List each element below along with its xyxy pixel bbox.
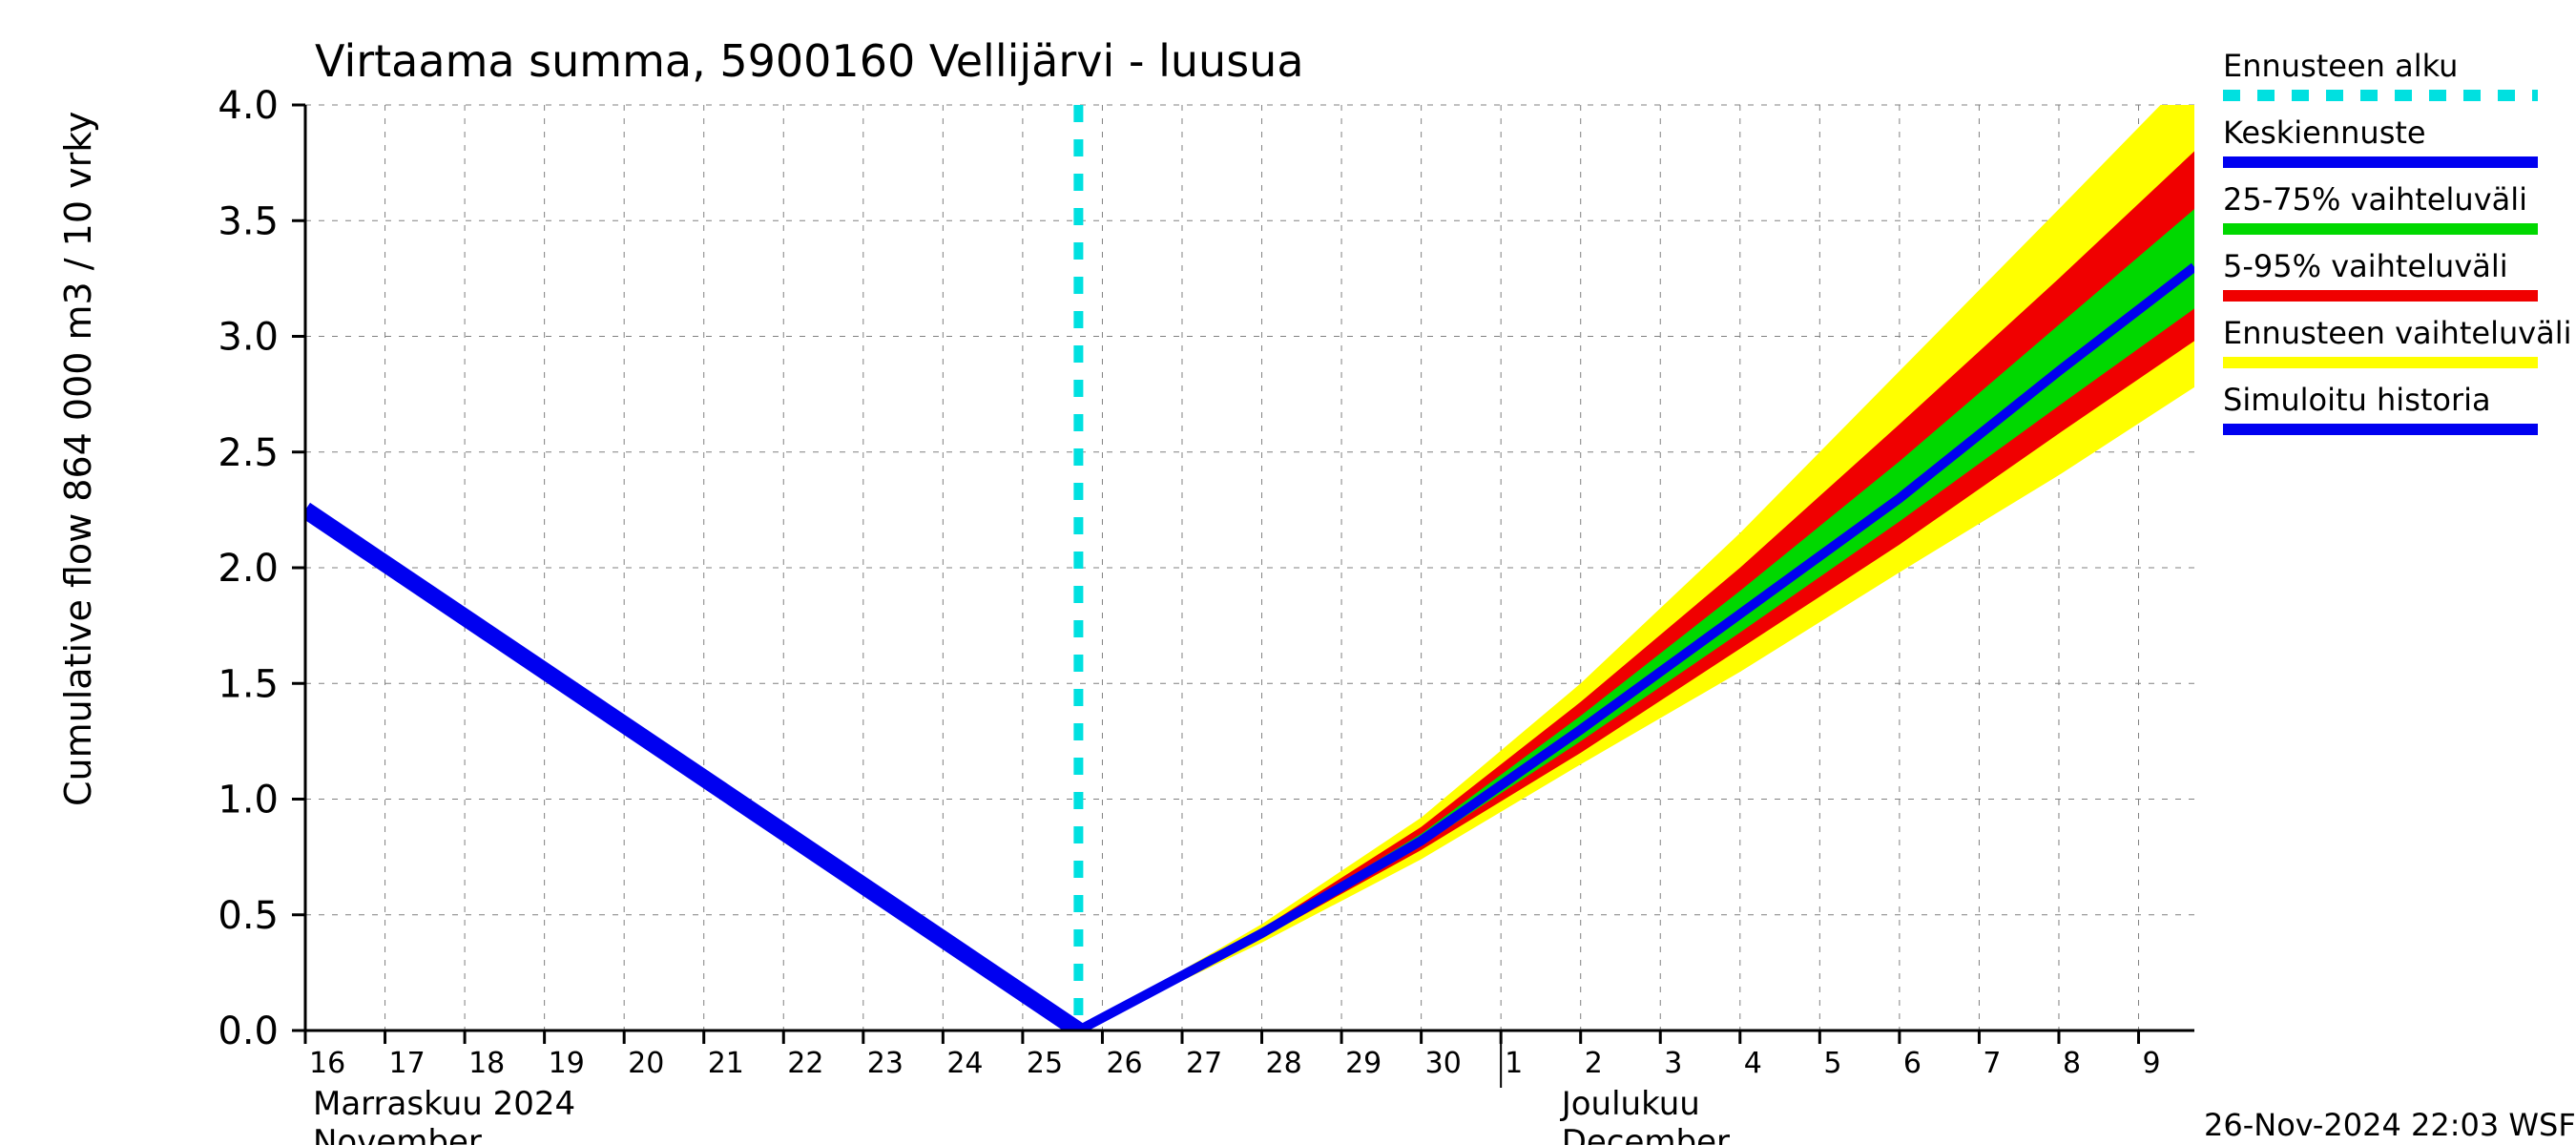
month-label-dec-en: December: [1562, 1123, 1730, 1145]
x-tick-label: 29: [1345, 1047, 1381, 1080]
x-tick-label: 25: [1027, 1047, 1063, 1080]
x-tick-label: 30: [1425, 1047, 1462, 1080]
y-tick-label: 4.0: [218, 84, 279, 128]
x-tick-label: 20: [628, 1047, 664, 1080]
chart-container: 0.00.51.01.52.02.53.03.54.01617181920212…: [0, 0, 2576, 1145]
legend-label: Ennusteen alku: [2223, 48, 2458, 84]
x-tick-label: 5: [1823, 1047, 1841, 1080]
x-tick-label: 8: [2063, 1047, 2081, 1080]
y-tick-label: 3.5: [218, 199, 279, 243]
legend-label: 5-95% vaihteluväli: [2223, 248, 2508, 284]
month-label-nov-fi: Marraskuu 2024: [313, 1085, 575, 1123]
y-tick-label: 0.0: [218, 1010, 279, 1053]
x-tick-label: 2: [1585, 1047, 1603, 1080]
y-axis-label: Cumulative flow 864 000 m3 / 10 vrky: [57, 112, 99, 806]
y-tick-label: 0.5: [218, 894, 279, 938]
legend-label: Simuloitu historia: [2223, 382, 2491, 418]
x-tick-label: 19: [549, 1047, 585, 1080]
x-tick-label: 7: [1983, 1047, 2001, 1080]
x-tick-label: 22: [787, 1047, 823, 1080]
chart-title: Virtaama summa, 5900160 Vellijärvi - luu…: [315, 35, 1304, 87]
legend-label: 25-75% vaihteluväli: [2223, 181, 2527, 218]
x-tick-label: 23: [867, 1047, 904, 1080]
y-tick-label: 2.5: [218, 431, 279, 475]
x-tick-label: 18: [468, 1047, 505, 1080]
x-tick-label: 4: [1744, 1047, 1762, 1080]
x-tick-label: 1: [1505, 1047, 1523, 1080]
x-tick-label: 6: [1903, 1047, 1922, 1080]
y-tick-label: 1.5: [218, 662, 279, 706]
chart-svg: 0.00.51.01.52.02.53.03.54.01617181920212…: [0, 0, 2576, 1145]
x-tick-label: 27: [1186, 1047, 1222, 1080]
y-tick-label: 2.0: [218, 547, 279, 591]
month-label-dec-fi: Joulukuu: [1560, 1085, 1700, 1123]
legend-label: Keskiennuste: [2223, 114, 2426, 151]
x-tick-label: 26: [1106, 1047, 1142, 1080]
y-tick-label: 1.0: [218, 779, 279, 822]
x-tick-label: 16: [309, 1047, 345, 1080]
y-tick-label: 3.0: [218, 316, 279, 360]
footer-timestamp: 26-Nov-2024 22:03 WSFS-O: [2204, 1107, 2576, 1143]
month-label-nov-en: November: [313, 1123, 482, 1145]
x-tick-label: 21: [708, 1047, 744, 1080]
x-tick-label: 24: [946, 1047, 983, 1080]
legend-label: Ennusteen vaihteluväli: [2223, 315, 2572, 351]
x-tick-label: 9: [2143, 1047, 2161, 1080]
x-tick-label: 17: [389, 1047, 426, 1080]
x-tick-label: 3: [1664, 1047, 1682, 1080]
x-tick-label: 28: [1266, 1047, 1302, 1080]
